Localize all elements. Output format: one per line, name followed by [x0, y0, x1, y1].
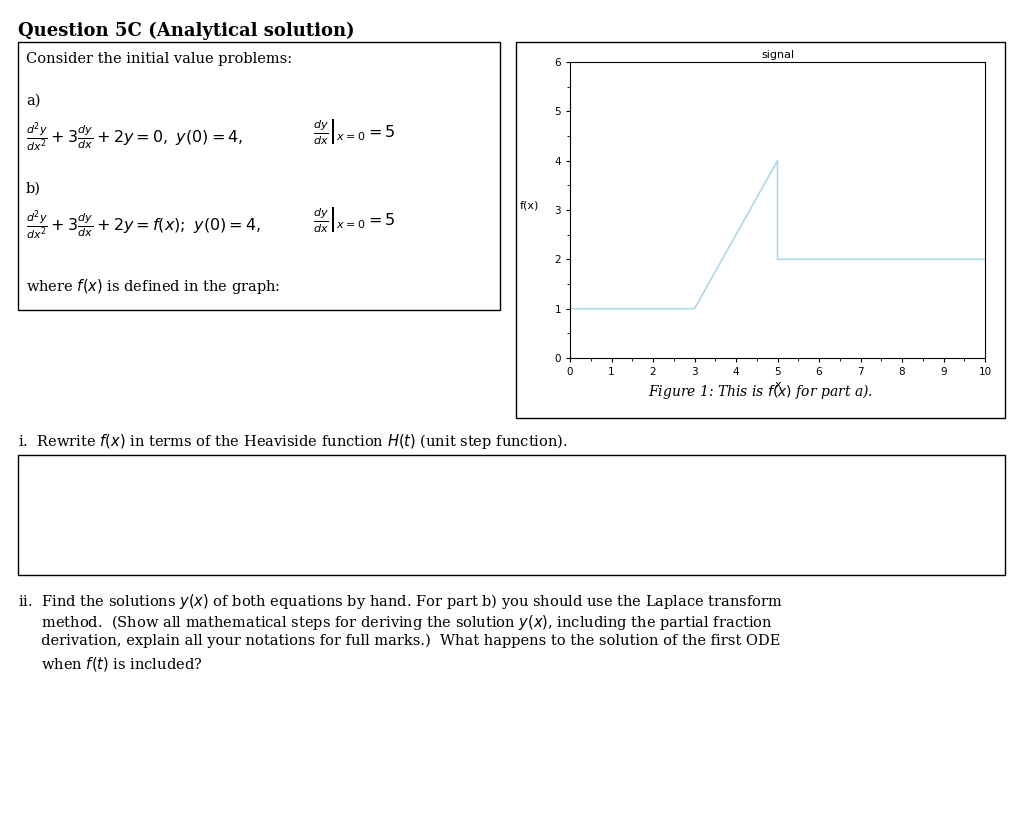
Text: $\left.\frac{dy}{dx}\right|_{x=0} = 5$: $\left.\frac{dy}{dx}\right|_{x=0} = 5$ — [313, 117, 395, 146]
Text: i.  Rewrite $f(x)$ in terms of the Heaviside function $H(t)$ (unit step function: i. Rewrite $f(x)$ in terms of the Heavis… — [18, 432, 568, 451]
Text: when $f(t)$ is included?: when $f(t)$ is included? — [18, 655, 203, 673]
X-axis label: x: x — [774, 380, 781, 390]
Title: signal: signal — [761, 50, 794, 60]
Text: ii.  Find the solutions $y(x)$ of both equations by hand. For part b) you should: ii. Find the solutions $y(x)$ of both eq… — [18, 592, 783, 611]
Text: $\frac{d^2y}{dx^2} + 3\frac{dy}{dx} + 2y = f(x);\ y(0) = 4,$: $\frac{d^2y}{dx^2} + 3\frac{dy}{dx} + 2y… — [26, 208, 261, 242]
Y-axis label: f(x): f(x) — [519, 200, 539, 210]
Text: method.  (Show all mathematical steps for deriving the solution $y(x)$, includin: method. (Show all mathematical steps for… — [18, 613, 773, 632]
Bar — [18, 42, 500, 310]
Text: derivation, explain all your notations for full marks.)  What happens to the sol: derivation, explain all your notations f… — [18, 634, 780, 649]
Bar — [18, 455, 1005, 575]
Text: a): a) — [26, 94, 41, 108]
Text: Figure 1: This is $f(x)$ for part a).: Figure 1: This is $f(x)$ for part a). — [648, 382, 872, 401]
Text: $\frac{d^2y}{dx^2} + 3\frac{dy}{dx} + 2y = 0,\ y(0) = 4,$: $\frac{d^2y}{dx^2} + 3\frac{dy}{dx} + 2y… — [26, 120, 244, 154]
Text: Consider the initial value problems:: Consider the initial value problems: — [26, 52, 292, 66]
Bar — [516, 42, 1005, 418]
Text: b): b) — [26, 182, 41, 196]
Text: where $f(x)$ is defined in the graph:: where $f(x)$ is defined in the graph: — [26, 277, 281, 296]
Text: $\left.\frac{dy}{dx}\right|_{x=0} = 5$: $\left.\frac{dy}{dx}\right|_{x=0} = 5$ — [313, 205, 395, 234]
Text: Question 5C (Analytical solution): Question 5C (Analytical solution) — [18, 22, 354, 40]
